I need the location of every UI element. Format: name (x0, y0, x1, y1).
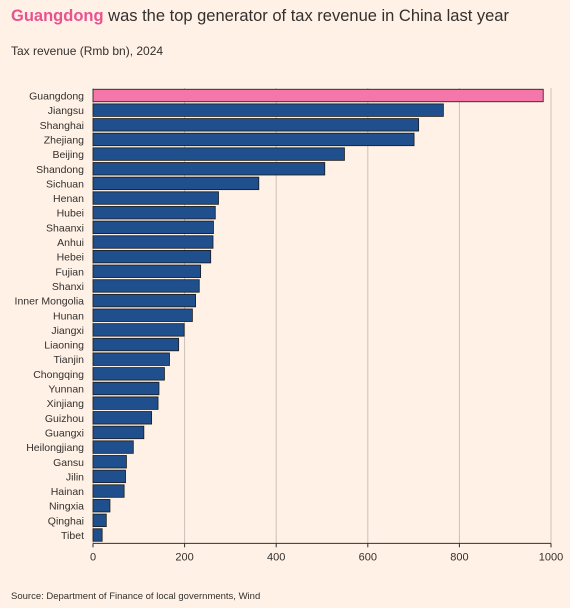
bar-zhejiang (92, 132, 415, 147)
bar-jiangsu (92, 103, 444, 117)
category-label: Henan (53, 193, 84, 205)
bar-hunan (92, 308, 193, 322)
category-label: Tianjin (53, 354, 84, 366)
chart-subtitle: Tax revenue (Rmb bn), 2024 (11, 44, 164, 58)
x-tick-label: 800 (450, 551, 468, 563)
bar-jiangxi (92, 323, 185, 337)
category-label: Guangdong (29, 91, 84, 103)
category-label: Inner Mongolia (15, 296, 85, 308)
category-label: Guizhou (45, 413, 84, 425)
category-label: Jilin (66, 471, 84, 483)
bar-hainan (92, 484, 125, 498)
category-label: Beijing (52, 149, 84, 161)
source-note: Source: Department of Finance of local g… (11, 591, 261, 602)
category-label: Liaoning (44, 340, 84, 352)
title-rest: was the top generator of tax revenue in … (103, 7, 509, 25)
category-label: Shandong (36, 164, 84, 176)
chart-title: Guangdong was the top generator of tax r… (11, 6, 509, 26)
bar-shanghai (92, 118, 420, 132)
category-label: Chongqing (33, 369, 84, 381)
category-label: Hubei (57, 208, 84, 220)
category-label: Hebei (57, 252, 84, 264)
bar-guangxi (92, 425, 145, 440)
category-label: Shanghai (40, 120, 84, 132)
x-tick-label: 400 (267, 551, 285, 563)
bar-guangdong (92, 88, 544, 103)
bar-henan (92, 191, 219, 205)
bar-sichuan (92, 176, 260, 191)
bar-liaoning (92, 337, 180, 352)
category-label: Jiangxi (51, 325, 84, 337)
bar-tianjin (92, 352, 170, 366)
x-tick-label: 1000 (539, 551, 563, 563)
bar-guizhou (92, 411, 153, 425)
category-label: Tibet (61, 530, 84, 542)
category-label: Gansu (53, 457, 84, 469)
bar-gansu (92, 455, 127, 469)
bar-chongqing (92, 367, 165, 381)
category-label: Hainan (51, 486, 84, 498)
category-label: Xinjiang (47, 398, 85, 410)
category-label: Hunan (53, 310, 84, 322)
category-label: Fujian (55, 266, 84, 278)
bar-shaanxi (92, 220, 214, 235)
bar-inner-mongolia (92, 293, 196, 308)
x-tick-label: 0 (90, 551, 96, 563)
category-label: Sichuan (46, 178, 84, 190)
x-tick-label: 600 (359, 551, 377, 563)
category-label: Ningxia (49, 501, 84, 513)
bar-shandong (92, 162, 326, 176)
bar-fujian (92, 264, 202, 278)
bar-jilin (92, 469, 126, 484)
title-highlight: Guangdong (11, 7, 104, 25)
bar-shanxi (92, 279, 200, 293)
category-label: Shaanxi (46, 222, 84, 234)
category-label: Qinghai (48, 515, 84, 527)
bar-hubei (92, 206, 216, 220)
category-label: Shanxi (52, 281, 84, 293)
bar-beijing (92, 147, 345, 161)
bar-xinjiang (92, 396, 159, 410)
category-label: Anhui (57, 237, 84, 249)
category-label: Heilongjiang (26, 442, 84, 454)
bar-anhui (92, 235, 214, 249)
bar-yunnan (92, 381, 160, 396)
category-label: Guangxi (45, 427, 84, 439)
x-tick-label: 200 (175, 551, 193, 563)
category-label: Yunnan (48, 384, 84, 396)
bar-heilongjiang (92, 440, 134, 454)
bar-qinghai (92, 513, 107, 527)
bar-tibet (92, 528, 103, 542)
category-label: Jiangsu (48, 105, 84, 117)
bar-ningxia (92, 499, 111, 513)
category-label: Zhejiang (44, 134, 84, 146)
bar-hebei (92, 249, 212, 264)
